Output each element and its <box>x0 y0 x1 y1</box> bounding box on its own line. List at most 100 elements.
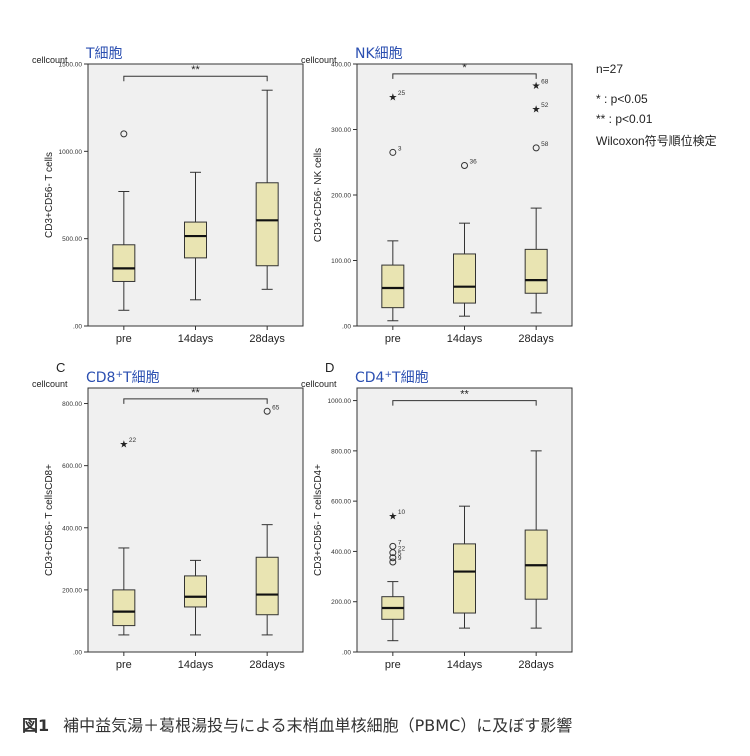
panel-2-y-tick-label: 100.00 <box>331 258 351 265</box>
panel-4-outlier-point <box>389 558 397 566</box>
panel-3-box <box>112 589 136 627</box>
statistical-test-note: Wilcoxon符号順位検定 <box>596 134 717 148</box>
panel-4-y-tick-label: 200.00 <box>331 599 351 606</box>
panel-3-x-tick-label: pre <box>116 659 132 671</box>
panel-1-y-tick-label: .00 <box>73 324 82 331</box>
panel-1-x-tick-label: pre <box>116 333 132 345</box>
panel-2-outlier-point <box>532 144 540 152</box>
panel-4-significance-mark: ** <box>460 389 469 401</box>
panel-3-title-superscript: + <box>115 370 123 380</box>
panel-3-outlier-label: 22 <box>129 437 137 444</box>
panel-2-y-axis-label: CD3+CD56- NK cells <box>313 148 324 242</box>
panel-1-title-main: T細胞 <box>85 46 123 62</box>
panel-1-y-unit-label: cellcount <box>32 55 68 65</box>
panel-3-box <box>184 575 207 608</box>
panel-2-significance-bracket <box>392 73 537 79</box>
panel-2-title-main: NK細胞 <box>355 46 403 62</box>
panel-3-y-tick-label: 800.00 <box>62 401 82 408</box>
panel-2-y-tick-label: .00 <box>342 324 351 331</box>
panel-1-box <box>255 182 279 267</box>
panel-2-box <box>453 253 476 304</box>
panel-4-x-tick-label: 28days <box>518 659 554 671</box>
panel-4-y-axis-label: CD3+CD56- T cellsCD4+ <box>313 464 324 576</box>
panel-3-y-tick-label: .00 <box>73 650 82 657</box>
panel-4-significance-bracket <box>392 400 537 406</box>
panel-2-extreme-point: ★ <box>532 81 541 92</box>
panel-3-y-tick-label: 400.00 <box>62 525 82 532</box>
figure-caption: 図1 補中益気湯＋葛根湯投与による末梢血単核細胞（PBMC）に及ぼす影響 <box>22 712 572 736</box>
panel-2-outlier-label: 3 <box>398 145 402 152</box>
panel-2-outlier-label: 68 <box>541 79 549 86</box>
panel-1-box <box>184 221 207 259</box>
panel-3-panel-letter: C <box>56 360 65 375</box>
caption-text: 補中益気湯＋葛根湯投与による末梢血単核細胞（PBMC）に及ぼす影響 <box>63 716 573 735</box>
panel-3-title-suffix: T細胞 <box>122 370 160 386</box>
panel-3-box <box>255 556 279 616</box>
panel-4-outlier-point <box>389 554 397 562</box>
panel-1-box <box>112 244 136 282</box>
panel-4-x-tick-label: pre <box>385 659 401 671</box>
panel-3-y-unit-label: cellcount <box>32 379 68 389</box>
panel-1-y-tick-label: 500.00 <box>62 236 82 243</box>
panel-4-box <box>453 543 476 614</box>
panel-2-title: NK細胞 <box>355 46 403 62</box>
panel-4-outlier-point <box>389 549 397 557</box>
panel-4-title: CD4+T細胞 <box>355 370 429 386</box>
panel-2-box <box>381 264 405 309</box>
panel-4-title-main: CD4 <box>355 370 385 386</box>
panel-3-outlier-label: 65 <box>272 404 280 411</box>
panel-4-outlier-label: 22 <box>398 546 406 553</box>
panel-4-x-tick-label: 14days <box>447 659 483 671</box>
panel-3-title-main: CD8 <box>86 370 115 386</box>
panel-3-x-tick-label: 28days <box>249 659 285 671</box>
panel-3-y-axis-label: CD3+CD56- T cellsCD8+ <box>44 464 55 576</box>
panel-2-extreme-point: ★ <box>532 105 541 116</box>
significance-legend-1: * : p<0.05 <box>596 92 648 106</box>
sample-size-note: n=27 <box>596 62 624 76</box>
panel-2-x-tick-label: 28days <box>518 333 554 345</box>
panel-4-outlier-label: 7 <box>398 539 402 546</box>
panel-2-outlier-label: 58 <box>541 141 549 148</box>
panel-4-outlier-label: 9 <box>398 555 402 562</box>
panel-2-x-tick-label: pre <box>385 333 401 345</box>
panel-4-y-tick-label: 1000.00 <box>328 398 352 405</box>
panel-2-outlier-point <box>461 162 468 170</box>
panel-4-y-tick-label: 600.00 <box>331 499 351 506</box>
panel-3-title: CD8+T細胞 <box>86 370 160 386</box>
panel-1-significance-bracket <box>123 75 268 82</box>
panel-1-x-tick-label: 14days <box>178 333 214 345</box>
panel-3-y-tick-label: 600.00 <box>62 463 82 470</box>
panel-1-y-tick-label: 1000.00 <box>59 149 83 156</box>
panel-2-extreme-point: ★ <box>388 92 397 103</box>
panel-4-y-unit-label: cellcount <box>301 379 337 389</box>
panel-2-y-tick-label: 300.00 <box>331 127 351 134</box>
panel-1-outlier-point <box>120 130 128 138</box>
significance-legend-2: ** : p<0.01 <box>596 112 653 126</box>
panel-2-y-tick-label: 400.00 <box>331 62 351 69</box>
panel-4-panel-letter: D <box>325 360 334 375</box>
panel-1-title: T細胞 <box>85 46 123 62</box>
panel-4-y-tick-label: 800.00 <box>331 448 351 455</box>
panel-2-outlier-label: 52 <box>541 102 549 109</box>
panel-2-outlier-label: 25 <box>398 90 406 97</box>
panel-3-x-tick-label: 14days <box>178 659 214 671</box>
panel-3-y-tick-label: 200.00 <box>62 587 82 594</box>
panel-3-significance-bracket <box>123 398 268 404</box>
panel-2-x-tick-label: 14days <box>447 333 483 345</box>
panel-4-y-tick-label: 400.00 <box>331 549 351 556</box>
panel-3-significance-mark: ** <box>191 387 200 399</box>
panel-2-y-unit-label: cellcount <box>301 55 337 65</box>
panel-4-title-suffix: T細胞 <box>391 370 429 386</box>
panel-4-outlier-label: 10 <box>398 509 406 516</box>
panel-3-extreme-point: ★ <box>119 439 128 450</box>
panel-2-outlier-point <box>389 148 397 156</box>
panel-1-y-axis-label: CD3+CD56- T cells <box>44 152 55 238</box>
panel-1-x-tick-label: 28days <box>249 333 285 345</box>
panel-2-box <box>524 248 548 294</box>
panel-2-outlier-label: 36 <box>470 159 478 166</box>
panel-1-significance-mark: ** <box>191 64 200 76</box>
panel-2-significance-mark: * <box>462 62 467 74</box>
panel-1-y-tick-label: 1500.00 <box>59 62 83 69</box>
panel-4-title-superscript: + <box>384 370 392 380</box>
panel-2-y-tick-label: 200.00 <box>331 193 351 200</box>
